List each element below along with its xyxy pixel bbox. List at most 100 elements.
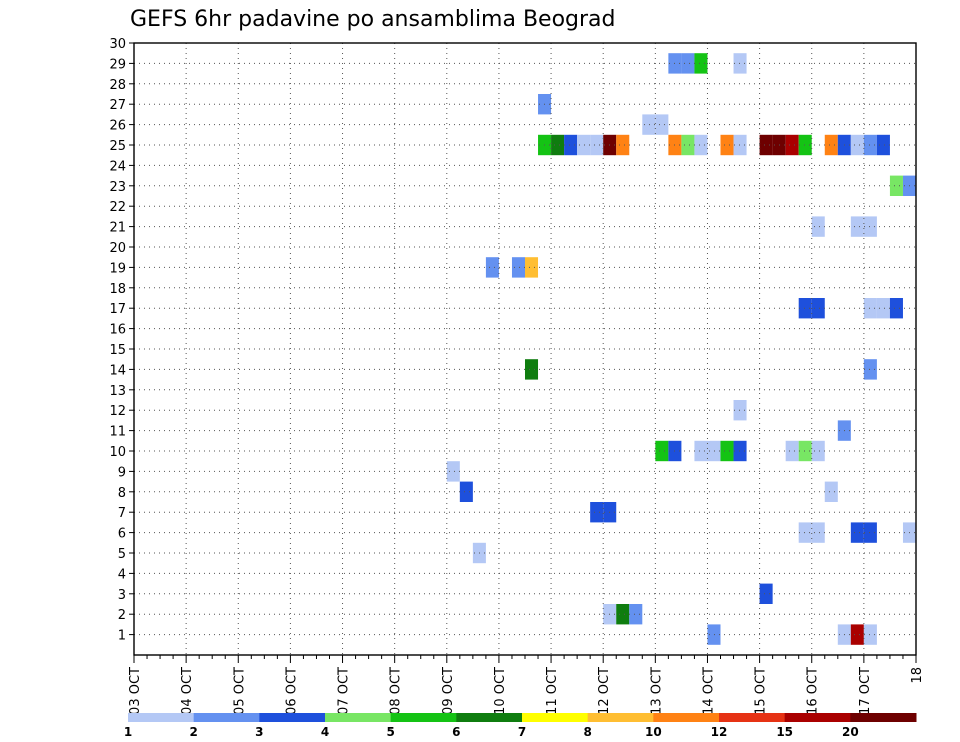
x-tick-label: 10 OCT xyxy=(493,667,508,715)
x-tick-label: 06 OCT xyxy=(284,667,299,715)
heatmap-cell xyxy=(590,502,604,523)
x-tick-label: 16 OCT xyxy=(806,667,821,715)
colorbar-swatch xyxy=(522,713,589,722)
x-tick-label: 09 OCT xyxy=(441,667,456,715)
heatmap-cell xyxy=(577,134,591,156)
y-tick-label: 8 xyxy=(118,486,126,501)
heatmap-cell xyxy=(694,53,708,74)
y-tick-label: 14 xyxy=(109,363,126,378)
y-tick-label: 17 xyxy=(109,302,126,317)
heatmap-cell xyxy=(759,134,773,156)
heatmap-cell xyxy=(876,298,890,319)
heatmap-cell xyxy=(681,53,695,74)
colorbar-label: 4 xyxy=(321,725,329,739)
x-tick-label: 14 OCT xyxy=(701,667,716,715)
heatmap-cell xyxy=(798,298,812,319)
colorbar-label: 2 xyxy=(189,725,197,739)
heatmap-cell xyxy=(798,522,812,543)
colorbar-label: 3 xyxy=(255,725,263,739)
x-tick-label: 17 OCT xyxy=(858,667,873,715)
y-tick-label: 12 xyxy=(109,404,126,419)
heatmap-cell xyxy=(733,440,747,462)
heatmap-cell xyxy=(525,257,539,278)
y-tick-label: 2 xyxy=(118,608,126,623)
x-tick-label: 13 OCT xyxy=(649,667,664,715)
chart-title: GEFS 6hr padavine po ansamblima Beograd xyxy=(130,7,616,32)
y-tick-label: 28 xyxy=(109,78,126,93)
y-tick-label: 6 xyxy=(118,527,126,542)
colorbar-swatch xyxy=(850,713,917,722)
heatmap-cell xyxy=(733,53,747,74)
heatmap-cell xyxy=(694,134,708,156)
heatmap-cell xyxy=(655,114,669,135)
heatmap-cell xyxy=(733,400,747,421)
heatmap-cell xyxy=(446,461,460,482)
heatmap-cell xyxy=(733,134,747,156)
heatmap-cell xyxy=(694,440,708,462)
colorbar-swatch xyxy=(193,713,260,722)
x-tick-label: 08 OCT xyxy=(389,667,404,715)
colorbar-label: 20 xyxy=(842,725,859,739)
x-tick-label: 11 OCT xyxy=(545,667,560,715)
heatmap-cell xyxy=(811,298,825,319)
colorbar-swatch xyxy=(587,713,654,722)
y-tick-label: 13 xyxy=(109,384,126,399)
y-tick-label: 24 xyxy=(109,159,126,174)
heatmap-cell xyxy=(824,481,838,502)
y-tick-label: 18 xyxy=(109,282,126,297)
colorbar-swatch xyxy=(456,713,523,722)
colorbar-label: 1 xyxy=(124,725,132,739)
heatmap-cell xyxy=(707,440,721,462)
heatmap-cell xyxy=(785,134,799,156)
colorbar-label: 10 xyxy=(645,725,662,739)
heatmap-cell xyxy=(655,440,669,462)
heatmap-cell xyxy=(720,440,734,462)
y-tick-label: 9 xyxy=(118,465,126,480)
heatmap-cell xyxy=(863,624,877,645)
colorbar-swatch xyxy=(390,713,457,722)
x-tick-label: 05 OCT xyxy=(232,667,247,715)
heatmap-cell xyxy=(863,359,877,380)
y-tick-label: 4 xyxy=(118,567,126,582)
heatmap-cell xyxy=(785,440,799,462)
heatmap-cells xyxy=(446,53,916,645)
x-axis: 03 OCT 04 OCT 05 OCT 06 OCT 07 OCT 08 OCT 09 O… xyxy=(128,655,925,715)
y-tick-label: 27 xyxy=(109,98,126,113)
y-tick-label: 10 xyxy=(109,445,126,460)
colorbar-swatch xyxy=(128,713,195,722)
y-tick-label: 22 xyxy=(109,200,126,215)
heatmap-cell xyxy=(876,134,890,156)
x-tick-label: 04 OCT xyxy=(180,667,195,715)
y-tick-label: 21 xyxy=(109,221,126,236)
colorbar-label: 8 xyxy=(583,725,591,739)
y-tick-label: 23 xyxy=(109,180,126,195)
y-tick-label: 11 xyxy=(109,425,126,440)
heatmap-cell xyxy=(459,481,473,502)
colorbar-label: 7 xyxy=(518,725,526,739)
y-tick-label: 7 xyxy=(118,506,126,521)
y-tick-label: 16 xyxy=(109,323,126,338)
heatmap-cell xyxy=(850,624,864,645)
y-tick-label: 3 xyxy=(118,588,126,603)
y-tick-label: 30 xyxy=(109,37,126,52)
heatmap-cell xyxy=(511,257,525,278)
y-tick-label: 26 xyxy=(109,119,126,134)
heatmap-cell xyxy=(720,134,734,156)
x-tick-label: 03 OCT xyxy=(128,667,143,715)
x-tick-label: 12 OCT xyxy=(597,667,612,715)
heatmap-cell xyxy=(863,216,877,237)
y-tick-label: 1 xyxy=(118,629,126,644)
colorbar-label: 12 xyxy=(711,725,728,739)
heatmap-cell xyxy=(889,175,903,196)
heatmap-cell xyxy=(485,257,499,278)
heatmap-cell xyxy=(525,359,539,380)
colorbar-swatch xyxy=(784,713,851,722)
x-tick-label: 18 xyxy=(910,667,925,684)
y-axis: 1234567891011121314151617181920212223242… xyxy=(109,37,134,644)
colorbar-swatch xyxy=(325,713,392,722)
heatmap-cell xyxy=(824,134,838,156)
heatmap-cell xyxy=(850,216,864,237)
heatmap-cell xyxy=(811,522,825,543)
heatmap-cell xyxy=(564,134,578,156)
